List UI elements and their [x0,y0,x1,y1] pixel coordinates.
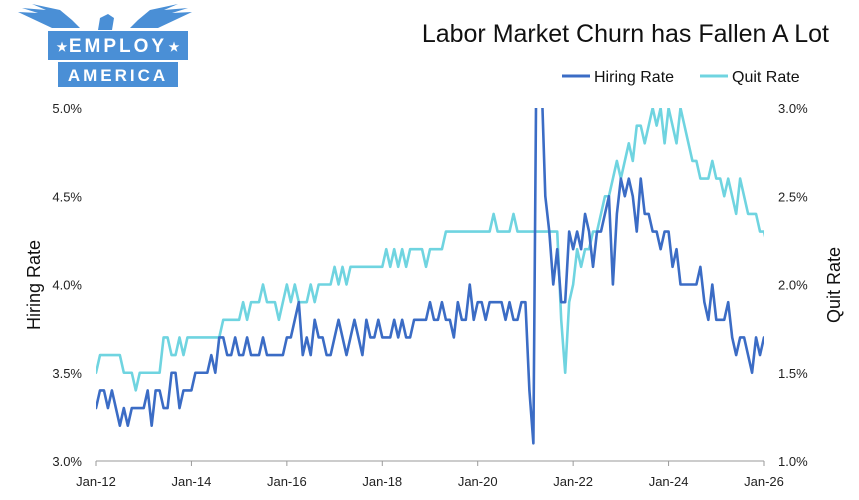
y-tick-label-right: 2.0% [778,278,808,293]
legend-label-hiring-rate: Hiring Rate [594,69,674,86]
eagle-wings-icon [18,4,192,28]
logo-badge-top [48,31,188,60]
y-axis-title-right: Quit Rate [824,247,844,323]
plot-area [96,108,764,445]
logo-line2: AMERICA [68,66,168,85]
x-tick-label: Jan-18 [362,474,402,489]
series-line-hiring-rate [96,108,764,445]
axes: 3.0% 3.5% 4.0% 4.5% 5.0% 1.0% 1.5% 2.0% 2.5% 3.0%… [52,101,808,489]
logo-line1: EMPLOY [69,36,167,57]
y-tick-label-right: 1.0% [778,454,808,469]
y-tick-label-right: 2.5% [778,189,808,204]
y-axis-title-left: Hiring Rate [24,240,44,330]
series-line-quit-rate [96,108,764,392]
x-tick-label: Jan-24 [649,474,689,489]
y-tick-label-left: 4.5% [52,189,82,204]
employ-america-logo: EMPLOY ★ ★ AMERICA [18,4,192,87]
legend: Hiring Rate Quit Rate [562,69,800,86]
logo-badge-bottom [58,62,178,87]
logo-star-right-icon: ★ [169,40,180,54]
logo-star-left-icon: ★ [57,40,68,54]
y-tick-label-right: 1.5% [778,366,808,381]
x-tick-label: Jan-16 [267,474,307,489]
y-tick-label-left: 3.5% [52,366,82,381]
y-tick-label-left: 3.0% [52,454,82,469]
chart-title: Labor Market Churn has Fallen A Lot [422,20,829,48]
legend-label-quit-rate: Quit Rate [732,69,800,86]
x-tick-label: Jan-20 [458,474,498,489]
x-tick-label: Jan-14 [172,474,212,489]
x-tick-label: Jan-26 [744,474,784,489]
y-tick-label-left: 5.0% [52,101,82,116]
eagle-head-icon [98,14,114,30]
y-tick-label-right: 3.0% [778,101,808,116]
y-tick-label-left: 4.0% [52,278,82,293]
x-tick-label: Jan-12 [76,474,116,489]
x-tick-label: Jan-22 [553,474,593,489]
